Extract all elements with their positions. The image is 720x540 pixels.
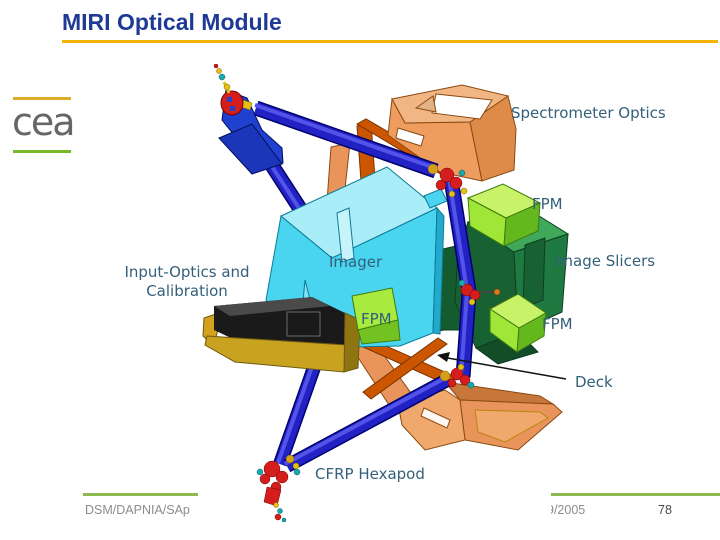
spectrometer-optics-housing — [387, 84, 517, 182]
hexapod-struts — [253, 100, 477, 473]
title-underline-rule — [62, 40, 718, 43]
cea-logo-text: cea — [12, 100, 76, 144]
label-fpm-right: FPM — [542, 315, 573, 333]
hexapod-top-bracket — [213, 63, 284, 175]
deck-bottom-housing — [397, 381, 563, 451]
hexapod-strut-lower-left — [273, 356, 324, 467]
input-optics-assembly — [202, 297, 361, 373]
footer-rule — [83, 493, 720, 496]
image-slicers-assembly — [429, 205, 570, 365]
label-input-optics: Input-Optics and Calibration — [124, 263, 250, 300]
label-image-slicers: Image Slicers — [554, 252, 656, 270]
label-spectrometer-optics: Spectrometer Optics — [511, 104, 666, 122]
label-fpm-left: FPM — [361, 310, 392, 328]
hexapod-strut-upper-left — [244, 128, 339, 263]
logo-bottom-bar — [13, 150, 71, 153]
deck-arrow — [437, 352, 567, 380]
label-deck: Deck — [575, 373, 613, 391]
logo-top-bar — [13, 97, 71, 100]
label-fpm-top: FPM — [532, 195, 563, 213]
page-number: 78 — [658, 503, 672, 517]
label-imager: Imager — [329, 253, 383, 271]
fpm-box-top — [466, 183, 542, 247]
cea-logo: cea — [11, 94, 76, 158]
footer-department: DSM/DAPNIA/SAp — [85, 503, 190, 517]
label-cfrp-hexapod: CFRP Hexapod — [315, 465, 425, 483]
fpm-box-right — [489, 293, 547, 353]
page-title: MIRI Optical Module — [62, 9, 282, 35]
footer-date: 9/2005 — [547, 503, 586, 517]
